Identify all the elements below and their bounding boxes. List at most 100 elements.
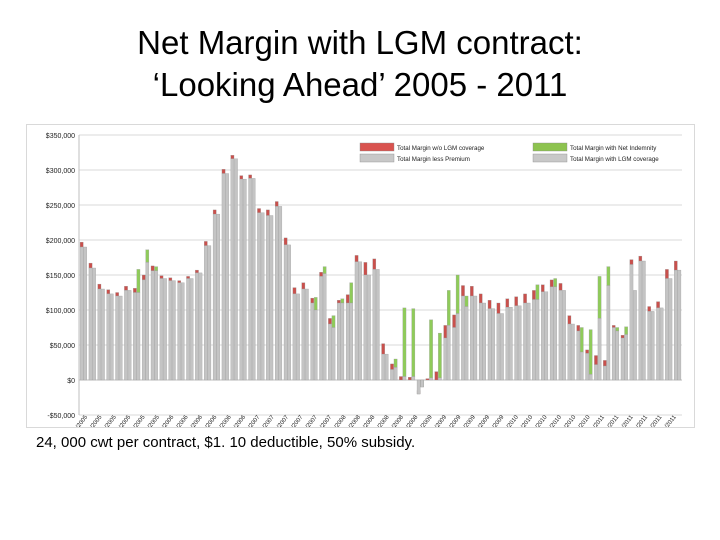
- bar-margin-less-premium: [97, 288, 102, 381]
- bar-margin-without-lgm: [381, 343, 385, 355]
- bar-margin-without-lgm: [345, 294, 350, 304]
- bar-margin-less-premium: [248, 178, 252, 381]
- bar-margin-without-lgm: [629, 259, 634, 265]
- bar-margin-with-net-indemnity: [136, 269, 141, 293]
- bar-margin-with-lgm: [349, 302, 353, 381]
- bar-margin-with-lgm: [384, 353, 389, 381]
- bar-margin-with-lgm: [367, 274, 371, 381]
- bar-margin-with-lgm: [438, 377, 442, 381]
- bar-margin-without-lgm: [97, 283, 102, 290]
- bar-margin-without-lgm: [647, 306, 651, 312]
- legend-label: Total Margin with Net Indemnity: [570, 145, 657, 152]
- chart-caption: 24, 000 cwt per contract, $1. 10 deducti…: [36, 434, 416, 451]
- bar-margin-less-premium: [470, 295, 474, 381]
- bar-margin-with-lgm: [491, 308, 495, 381]
- bar-margin-with-lgm: [429, 377, 433, 381]
- bar-margin-less-premium: [372, 269, 377, 381]
- bar-margin-with-lgm: [500, 313, 504, 381]
- x-tick-label: 5/1/2011: [616, 414, 635, 427]
- bar-margin-less-premium: [381, 353, 385, 381]
- margin-bar-chart: -$50,000 $0 $50,000 $100,000 $150,000 $200,00…: [46, 133, 682, 427]
- bar-margin-with-lgm: [482, 302, 486, 381]
- bar-margin-less-premium: [159, 278, 164, 381]
- bar-margin-less-premium: [558, 290, 563, 381]
- bar-margin-less-premium: [638, 260, 643, 381]
- bar-margin-with-net-indemnity: [154, 266, 158, 271]
- bar-margin-with-net-indemnity: [447, 290, 451, 326]
- bar-margin-without-lgm: [159, 275, 164, 279]
- y-tick-label: $350,000: [46, 133, 75, 140]
- bar-margin-less-premium: [487, 308, 492, 381]
- bar-margin-less-premium: [629, 264, 634, 381]
- bar-margin-without-lgm: [195, 269, 199, 274]
- bar-margin-with-lgm: [163, 278, 167, 381]
- bar-margin-with-net-indemnity: [429, 319, 433, 379]
- bar-margin-without-lgm: [283, 237, 288, 246]
- bar-margin-less-premium: [452, 327, 456, 381]
- bar-margin-with-lgm: [597, 318, 602, 381]
- bar-margin-less-premium: [390, 369, 394, 381]
- bar-margin-with-lgm: [606, 285, 611, 381]
- bar-margin-with-lgm: [526, 302, 531, 381]
- bar-margin-with-net-indemnity: [411, 308, 416, 377]
- bar-margin-with-lgm: [642, 260, 646, 381]
- bar-margin-with-lgm: [376, 269, 380, 381]
- bar-margin-without-lgm: [594, 355, 598, 365]
- bar-margin-less-premium: [665, 278, 669, 381]
- bar-margin-with-net-indemnity: [402, 307, 407, 377]
- bar-margin-less-premium: [594, 364, 598, 381]
- bar-margin-without-lgm: [576, 325, 580, 332]
- bar-margin-without-lgm: [106, 289, 111, 295]
- bar-margin-without-lgm: [248, 174, 252, 179]
- bar-margin-less-premium: [656, 307, 660, 381]
- slide-title: Net Margin with LGM contract: ‘Looking A…: [0, 22, 720, 106]
- bar-margin-with-lgm: [447, 325, 451, 381]
- bar-margin-with-lgm: [207, 245, 212, 381]
- bar-margin-less-premium: [310, 302, 314, 381]
- bar-margin-less-premium: [212, 213, 217, 381]
- bar-margin-with-lgm: [118, 295, 123, 381]
- bar-margin-less-premium: [363, 274, 368, 381]
- bar-margin-with-lgm: [420, 379, 424, 388]
- bar-margin-without-lgm: [204, 241, 208, 246]
- bar-margin-without-lgm: [408, 377, 412, 381]
- bar-margin-without-lgm: [186, 276, 190, 279]
- bar-margin-with-lgm: [358, 261, 362, 381]
- bar-margin-less-premium: [585, 353, 589, 381]
- bar-margin-without-lgm: [79, 241, 84, 248]
- bar-margin-without-lgm: [337, 300, 341, 304]
- bar-margin-less-premium: [221, 173, 226, 381]
- bar-margin-without-lgm: [301, 282, 306, 290]
- bar-margin-with-lgm: [517, 305, 522, 381]
- bar-margin-with-net-indemnity: [553, 278, 557, 288]
- bar-margin-less-premium: [514, 305, 518, 381]
- bar-margin-with-lgm: [677, 269, 682, 381]
- bar-margin-without-lgm: [266, 209, 270, 216]
- bar-margin-with-lgm: [615, 330, 620, 381]
- bar-margin-with-lgm: [393, 367, 398, 381]
- bar-margin-without-lgm: [115, 292, 119, 297]
- bar-margin-with-lgm: [243, 178, 247, 381]
- bar-margin-with-net-indemnity: [331, 315, 336, 328]
- bar-margin-without-lgm: [310, 297, 314, 304]
- bar-margin-less-premium: [275, 206, 279, 381]
- bar-margin-with-lgm: [659, 307, 664, 381]
- bar-margin-without-lgm: [656, 301, 660, 309]
- bar-margin-with-lgm: [588, 374, 593, 381]
- bar-margin-less-premium: [239, 178, 244, 381]
- bar-margin-without-lgm: [487, 300, 492, 309]
- bar-margin-without-lgm: [505, 298, 510, 308]
- bar-margin-with-lgm: [331, 327, 336, 381]
- bar-margin-with-lgm: [668, 278, 673, 381]
- bar-margin-with-lgm: [251, 178, 256, 381]
- bar-margin-without-lgm: [292, 287, 297, 295]
- bar-margin-less-premium: [88, 267, 93, 381]
- bar-margin-with-lgm: [296, 293, 300, 381]
- bar-margin-without-lgm: [124, 286, 128, 291]
- bar-margin-with-net-indemnity: [145, 249, 150, 263]
- bar-margin-without-lgm: [177, 280, 181, 283]
- bar-margin-with-net-indemnity: [340, 298, 345, 304]
- bar-margin-with-lgm: [225, 173, 229, 381]
- bar-margin-without-lgm: [133, 288, 137, 293]
- bar-margin-with-net-indemnity: [606, 266, 611, 286]
